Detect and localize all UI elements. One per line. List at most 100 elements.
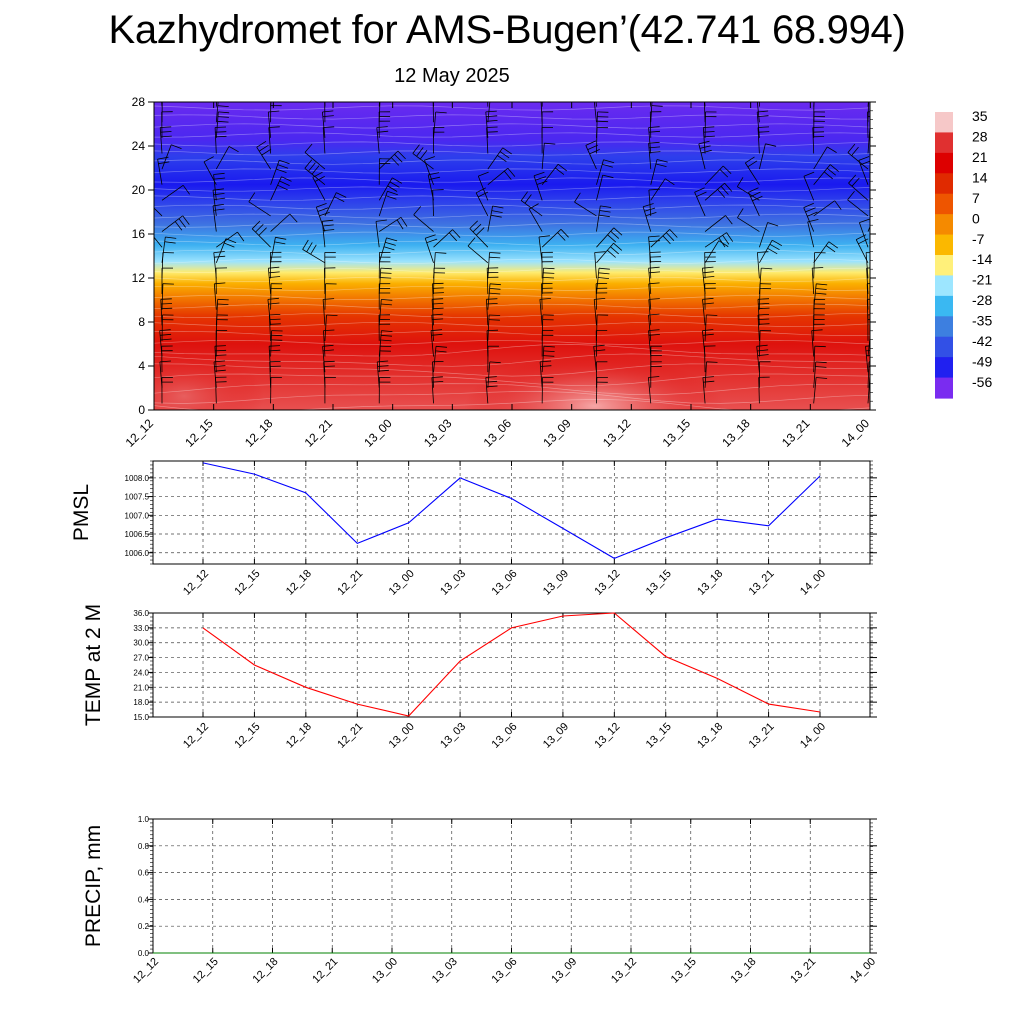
y-tick-label: 1006.0 bbox=[125, 549, 150, 558]
y-tick-label: 16 bbox=[132, 227, 146, 241]
wind-barb-staff bbox=[867, 111, 869, 138]
panel-temp-at-2-m: 15.0 18.0 21.0 24.0 27.0 30.0 33.0 36.0 12_12 12_… bbox=[82, 604, 877, 751]
wind-barb-feather bbox=[322, 110, 334, 113]
wind-barb-feather bbox=[664, 178, 675, 186]
wind-barb-staff bbox=[737, 217, 760, 232]
wind-barb-feather bbox=[432, 318, 444, 320]
wind-barb-feather bbox=[160, 135, 172, 138]
wind-barb-feather bbox=[425, 234, 436, 239]
wind-barb-staff bbox=[642, 206, 652, 232]
y-tick-label: 8 bbox=[138, 315, 145, 329]
panel-precip-mm: 0.0 0.2 0.4 0.6 0.8 1.0 12_12 12_15 12_18 12_21 13… bbox=[82, 815, 878, 986]
wind-barb-staff bbox=[865, 346, 869, 373]
wind-barb-feather bbox=[507, 167, 516, 177]
wind-barb-feather bbox=[396, 219, 404, 230]
wind-barb-feather bbox=[279, 159, 290, 165]
wind-barb-feather bbox=[703, 80, 714, 81]
wind-barb-feather bbox=[269, 318, 281, 320]
wind-barb-feather bbox=[154, 219, 155, 221]
panel-grid bbox=[153, 461, 870, 564]
colorbar-swatch bbox=[935, 214, 953, 236]
wind-barb-feather bbox=[289, 213, 298, 223]
x-tick-label: 13_09 bbox=[541, 721, 571, 751]
wind-barb-staff bbox=[648, 377, 652, 404]
y-tick-label: 0.8 bbox=[138, 842, 150, 851]
y-tick-label: 36.0 bbox=[133, 609, 149, 618]
y-tick-label: 0.6 bbox=[138, 869, 150, 878]
wind-barb-feather bbox=[878, 208, 888, 212]
x-tick-label: 13_06 bbox=[490, 568, 520, 598]
wind-barb-staff bbox=[848, 182, 869, 201]
wind-barb-staff bbox=[268, 127, 272, 154]
wind-barb-feather bbox=[432, 303, 444, 305]
contour-line bbox=[154, 150, 870, 156]
wind-barb-feather bbox=[649, 80, 660, 81]
wind-barb-feather bbox=[381, 299, 393, 301]
wind-barb-staff bbox=[212, 190, 217, 217]
wind-barb-feather bbox=[489, 252, 501, 254]
y-tick-label: 30.0 bbox=[133, 639, 149, 648]
wind-barb-feather bbox=[334, 196, 345, 202]
x-tick-label: 13_09 bbox=[541, 568, 571, 598]
wind-barb-feather bbox=[486, 120, 498, 122]
wind-barb-staff bbox=[324, 314, 327, 341]
wind-barb-staff bbox=[807, 221, 815, 248]
wind-barb-feather bbox=[217, 303, 229, 305]
wind-barb-feather bbox=[834, 200, 842, 210]
wind-barb-feather bbox=[702, 297, 714, 300]
wind-barb-staff bbox=[866, 268, 869, 295]
wind-barb-staff bbox=[412, 153, 434, 170]
wind-barb-feather bbox=[435, 345, 448, 348]
wind-barb-feather bbox=[757, 349, 769, 352]
contour-line bbox=[154, 222, 870, 228]
contour-line bbox=[154, 383, 870, 395]
wind-barb-staff bbox=[432, 102, 434, 123]
wind-barb-staff bbox=[322, 299, 326, 326]
y-tick-label: 0.4 bbox=[138, 895, 150, 904]
wind-barb-feather bbox=[706, 361, 718, 363]
heatmap-contours bbox=[154, 105, 870, 410]
wind-barb-feather bbox=[214, 345, 226, 347]
wind-barb-staff bbox=[813, 346, 816, 373]
wind-barb-staff bbox=[648, 143, 652, 170]
wind-barb-feather bbox=[310, 244, 317, 255]
wind-barb-staff bbox=[475, 192, 489, 217]
wind-barb-feather bbox=[489, 292, 501, 295]
wind-barb-feather bbox=[760, 90, 771, 91]
wind-barb-feather bbox=[258, 227, 267, 236]
chart-subtitle: 12 May 2025 bbox=[394, 65, 510, 87]
wind-barb-feather bbox=[538, 235, 550, 238]
contour-line bbox=[154, 321, 870, 327]
wind-barb-feather bbox=[503, 170, 512, 180]
wind-barb-staff bbox=[379, 216, 402, 232]
wind-barb-feather bbox=[648, 298, 660, 300]
wind-barb-staff bbox=[593, 299, 597, 326]
wind-barb-staff bbox=[596, 227, 615, 248]
wind-barb-staff bbox=[267, 299, 272, 326]
wind-barb-feather bbox=[594, 251, 606, 253]
colorbar-swatch bbox=[935, 316, 953, 338]
wind-barb-staff bbox=[413, 214, 434, 232]
wind-barb-feather bbox=[718, 237, 726, 248]
wind-barb-feather bbox=[376, 126, 388, 128]
wind-barb-staff bbox=[594, 252, 597, 279]
wind-barb-feather bbox=[171, 144, 182, 149]
wind-barb-staff bbox=[648, 299, 652, 326]
wind-barb-feather bbox=[322, 219, 334, 222]
contour-line bbox=[154, 141, 870, 147]
x-tick-label: 12_21 bbox=[310, 956, 340, 986]
wind-barb-staff bbox=[703, 102, 706, 123]
wind-barb-feather bbox=[825, 245, 836, 253]
colorbar-label: -42 bbox=[972, 333, 992, 349]
x-tick-label: 13_09 bbox=[549, 956, 579, 986]
panel-grid bbox=[153, 819, 870, 953]
wind-barb-feather bbox=[490, 96, 501, 97]
wind-barb-staff bbox=[378, 177, 393, 201]
wind-barb-feather bbox=[772, 239, 782, 246]
wind-barb-feather bbox=[814, 345, 826, 348]
wind-barb-feather bbox=[302, 239, 309, 250]
wind-barb-feather bbox=[655, 163, 667, 167]
wind-barb-feather bbox=[593, 344, 605, 347]
heatmap-fill bbox=[154, 102, 870, 410]
x-tick-label: 13_21 bbox=[747, 568, 777, 598]
